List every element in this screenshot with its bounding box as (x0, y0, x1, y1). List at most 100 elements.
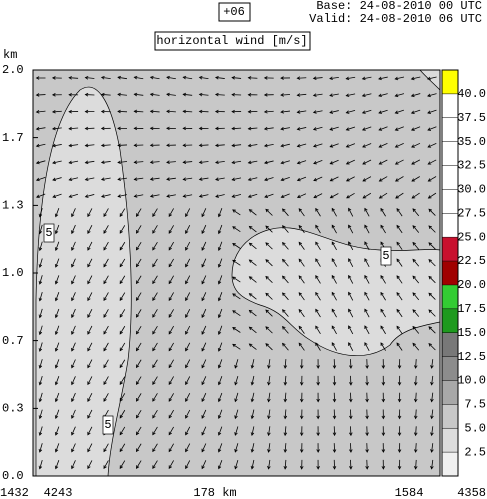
wind-arrow (281, 176, 290, 181)
wind-arrow-head (396, 208, 400, 212)
wind-arrow-head (346, 195, 350, 199)
wind-arrow (428, 225, 436, 233)
colorbar-label: 15.0 (457, 326, 486, 340)
wind-arrow-head (182, 160, 187, 164)
wind-arrow-head (68, 92, 72, 97)
wind-arrow (329, 93, 339, 97)
wind-arrow-head (394, 161, 399, 165)
wind-arrow-head (345, 144, 350, 148)
wind-arrow (103, 342, 109, 351)
wind-arrow (313, 110, 323, 113)
wind-arrow (428, 192, 437, 199)
wind-arrow (39, 443, 43, 453)
wind-arrow (71, 224, 76, 234)
wind-arrow-head (201, 465, 205, 470)
wind-arrow-head (365, 449, 369, 453)
wind-arrow (412, 259, 420, 267)
wind-arrow-head (364, 291, 368, 296)
colorbar-label: 17.5 (457, 302, 486, 316)
wind-arrow-head (296, 127, 301, 131)
colorbar-segment (442, 404, 458, 429)
wind-arrow-head (413, 415, 418, 420)
wind-arrow (117, 93, 128, 96)
wind-arrow-head (71, 431, 75, 436)
wind-arrow (395, 159, 404, 165)
wind-arrow (69, 160, 79, 164)
wind-arrow (55, 308, 60, 318)
wind-arrow-head (364, 224, 368, 229)
wind-arrow-head (232, 259, 236, 264)
wind-arrow-head (119, 230, 123, 234)
wind-arrow (331, 309, 337, 318)
wind-arrow (36, 94, 46, 96)
y-tick-label: 1.0 (2, 266, 24, 280)
wind-arrow (428, 309, 436, 317)
wind-arrow (348, 309, 354, 318)
wind-arrow-head (298, 292, 303, 296)
wind-arrow-head (329, 93, 333, 97)
wind-arrow (215, 194, 225, 198)
wind-arrow-head (136, 431, 140, 436)
wind-arrow-head (201, 314, 205, 319)
wind-arrow (87, 292, 93, 301)
wind-arrow (378, 109, 388, 114)
wind-arrow-head (71, 465, 75, 470)
wind-arrow (185, 376, 191, 385)
wind-arrow-head (345, 127, 350, 131)
wind-arrow (201, 224, 207, 234)
colorbar-segment (442, 93, 458, 118)
wind-arrow-head (136, 414, 140, 419)
wind-arrow (298, 242, 305, 250)
colorbar-segment (442, 308, 458, 333)
wind-arrow-head (185, 347, 189, 352)
wind-arrow-head (348, 207, 352, 212)
wind-arrow-head (428, 309, 433, 314)
wind-arrow (36, 160, 46, 164)
wind-arrow (415, 375, 417, 385)
wind-arrow-head (349, 398, 353, 403)
wind-arrow-head (331, 325, 335, 330)
wind-arrow (101, 177, 111, 180)
wind-arrow (117, 177, 128, 180)
wind-arrow-head (117, 126, 121, 131)
wind-arrow-head (117, 177, 122, 181)
wind-arrow (119, 409, 126, 419)
wind-arrow-head (152, 297, 156, 301)
wind-arrow-head (166, 143, 170, 148)
wind-arrow (119, 309, 126, 318)
colorbar-label: 22.5 (457, 254, 486, 268)
wind-arrow (69, 127, 79, 130)
wind-arrow-head (231, 92, 235, 97)
wind-arrow (380, 208, 386, 217)
wind-arrow (280, 94, 291, 96)
wind-arrow-head (54, 297, 59, 302)
wind-arrow (265, 259, 273, 267)
wind-arrow-head (234, 448, 238, 453)
wind-arrow (412, 309, 420, 317)
wind-arrow-head (315, 224, 319, 229)
wind-arrow-head (412, 225, 416, 229)
wind-arrow (232, 243, 241, 249)
wind-arrow (201, 308, 207, 318)
wind-arrow (39, 258, 43, 268)
wind-arrow-head (185, 230, 189, 234)
wind-arrow-head (348, 274, 352, 279)
wind-arrow-head (234, 415, 238, 420)
wind-arrow (284, 375, 287, 385)
wind-arrow-head (283, 381, 288, 386)
wind-arrow (201, 376, 207, 385)
wind-arrow-head (168, 398, 172, 402)
wind-arrow (415, 459, 417, 469)
wind-arrow-head (201, 297, 205, 302)
wind-arrow-head (250, 465, 255, 470)
wind-arrow-head (315, 308, 319, 313)
wind-arrow-head (152, 263, 156, 268)
wind-arrow (71, 392, 76, 402)
wind-arrow-head (201, 247, 205, 251)
wind-arrow (218, 342, 223, 352)
wind-arrow-head (430, 449, 434, 453)
wind-arrow-head (133, 75, 138, 80)
wind-arrow (248, 77, 258, 79)
wind-arrow-head (282, 325, 286, 330)
wind-arrow-head (428, 343, 433, 347)
